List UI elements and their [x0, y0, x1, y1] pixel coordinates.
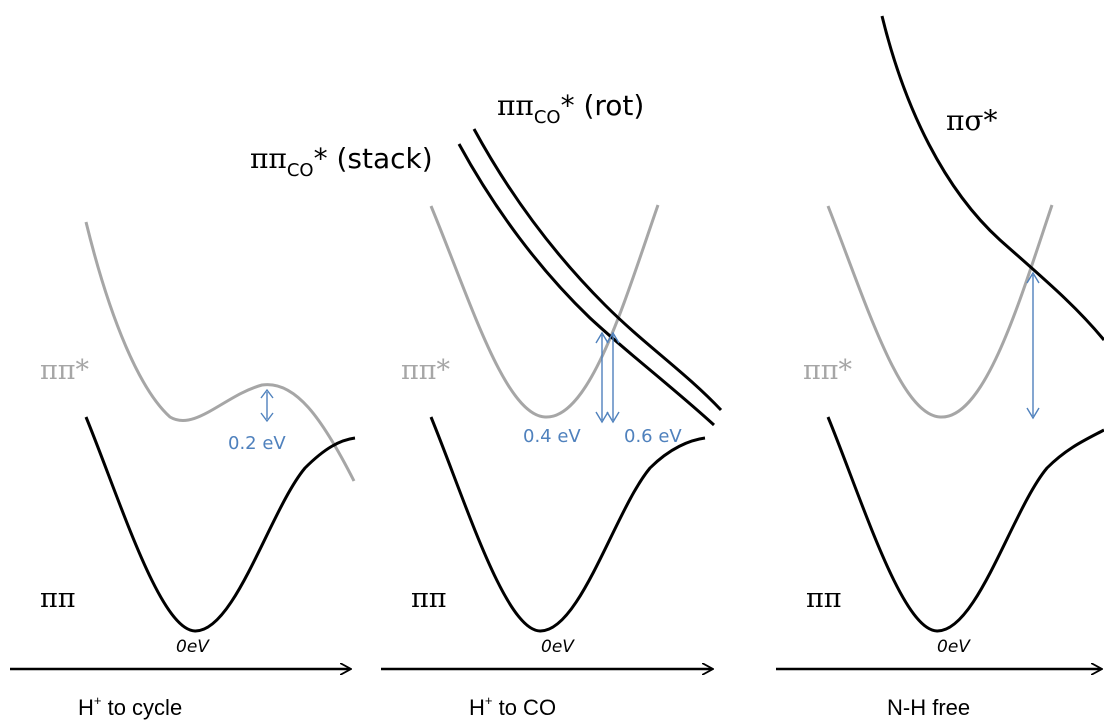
ground-state-label: ππ	[40, 583, 76, 614]
panel-h-to-cycle: 0.2 eV ππ* ππ 0eV H+ to cycle	[10, 221, 356, 720]
ground-state-label: ππ	[806, 583, 842, 614]
gap-arrow-rot	[606, 331, 620, 424]
gap-arrow	[260, 388, 274, 423]
ground-state-label: ππ	[411, 583, 447, 614]
zero-energy-label: 0eV	[937, 637, 971, 657]
stack-state-label: ππCO* (stack)	[250, 142, 433, 181]
pi-sigma-state-curve	[880, 15, 1104, 341]
panel-nh-free: ππ* ππ 0eV N-H free πσ*	[776, 15, 1104, 720]
excited-state-label: ππ*	[401, 355, 450, 386]
ground-state-curve	[84, 416, 356, 633]
gap-label: 0.2 eV	[228, 433, 286, 454]
gap-label-stack: 0.4 eV	[523, 426, 581, 447]
axis-label: H+ to CO	[469, 693, 556, 720]
ground-state-curve	[826, 416, 1104, 633]
axis-label: H+ to cycle	[78, 693, 182, 720]
excited-state-label: ππ*	[40, 355, 89, 386]
excited-state-label: ππ*	[803, 355, 852, 386]
excited-state-curve	[826, 204, 1054, 419]
axis-label: N-H free	[887, 695, 970, 720]
excited-state-curve	[429, 204, 660, 419]
gap-arrow-stack	[595, 331, 609, 424]
ground-state-curve	[429, 416, 706, 633]
rot-state-curve	[472, 128, 723, 412]
gap-arrow	[1026, 271, 1040, 420]
zero-energy-label: 0eV	[541, 637, 575, 657]
stack-state-curve	[457, 143, 716, 427]
gap-label-rot: 0.6 eV	[624, 426, 682, 447]
pi-sigma-state-label: πσ*	[946, 104, 998, 137]
zero-energy-label: 0eV	[176, 637, 210, 657]
panel-h-to-co: 0.4 eV 0.6 eV ππ* ππ 0eV H+ to CO ππCO* …	[250, 89, 723, 720]
excited-state-curve	[84, 221, 356, 482]
rot-state-label: ππCO* (rot)	[497, 89, 644, 128]
